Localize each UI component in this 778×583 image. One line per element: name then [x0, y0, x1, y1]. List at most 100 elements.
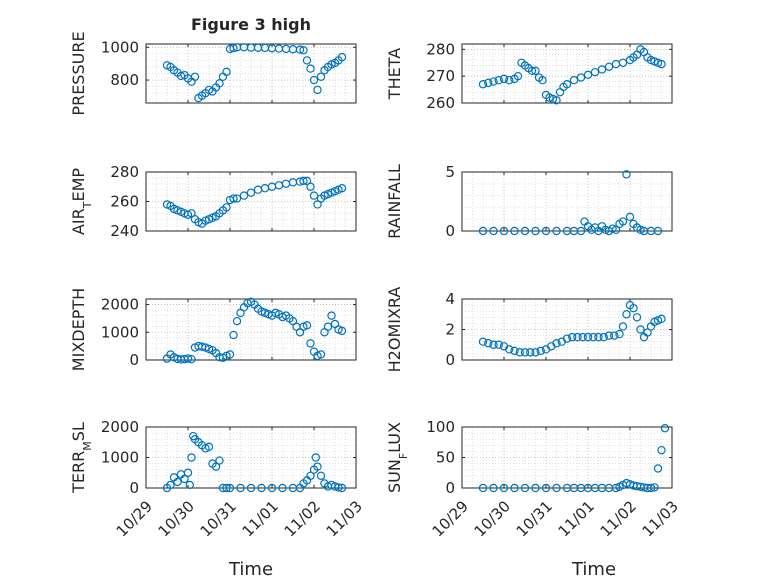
- data-point: [505, 76, 514, 85]
- axes-frame: [145, 298, 357, 361]
- data-point: [311, 453, 320, 462]
- data-point: [499, 74, 509, 84]
- data-point: [531, 66, 540, 76]
- data-point: [578, 332, 587, 342]
- data-point: [337, 326, 347, 336]
- data-point: [660, 424, 670, 433]
- data-point: [185, 480, 194, 490]
- data-point: [478, 226, 488, 236]
- x-axis-label-left: Time: [228, 559, 273, 580]
- data-point: [316, 72, 326, 81]
- data-point: [589, 332, 598, 342]
- y-tick-label: 240: [110, 222, 139, 240]
- data-point: [337, 483, 347, 493]
- data-point: [531, 226, 540, 236]
- data-point: [232, 316, 242, 326]
- y-tick-label: 800: [110, 71, 139, 89]
- data-point: [215, 79, 224, 88]
- data-point: [653, 226, 663, 236]
- data-point: [180, 474, 189, 484]
- data-point: [225, 350, 235, 359]
- y-tick-label: 260: [110, 193, 139, 211]
- data-point: [306, 64, 315, 73]
- data-point: [636, 325, 645, 334]
- data-point: [309, 75, 319, 85]
- data-point: [211, 462, 221, 471]
- y-tick-label: 1000: [101, 38, 139, 56]
- data-point: [576, 226, 586, 236]
- data-point: [552, 226, 561, 236]
- y-tick-label: 2: [445, 321, 455, 339]
- data-point: [295, 45, 305, 54]
- data-point: [629, 303, 638, 313]
- data-point: [246, 188, 256, 197]
- data-point: [510, 483, 519, 493]
- data-point: [531, 483, 540, 493]
- data-point: [183, 354, 193, 363]
- data-point: [222, 67, 231, 77]
- data-point: [636, 225, 645, 235]
- data-point: [515, 348, 524, 357]
- data-point: [510, 346, 519, 356]
- data-point: [257, 483, 266, 493]
- data-point: [232, 194, 242, 203]
- data-point: [187, 354, 196, 364]
- data-point: [594, 332, 603, 342]
- data-point: [541, 483, 551, 493]
- data-point: [313, 85, 322, 95]
- data-point: [597, 65, 607, 74]
- data-point: [632, 313, 642, 322]
- data-point: [643, 328, 652, 337]
- data-point: [520, 226, 530, 236]
- data-point: [222, 203, 231, 212]
- data-point: [302, 321, 312, 330]
- data-point: [622, 310, 631, 319]
- y-tick-label: 280: [110, 163, 139, 181]
- data-point: [615, 329, 624, 339]
- data-point: [337, 52, 347, 62]
- data-point: [531, 348, 540, 357]
- data-point: [478, 337, 488, 346]
- data-point: [583, 70, 593, 80]
- data-point: [541, 226, 551, 236]
- data-point: [173, 477, 182, 487]
- data-point: [499, 226, 509, 236]
- y-tick-label: 1000: [101, 323, 139, 341]
- y-axis-label: H2OMIXRA: [385, 287, 404, 373]
- plot-area: [462, 172, 672, 231]
- data-point: [306, 182, 315, 191]
- y-axis-label: AIRTEMP: [69, 168, 94, 235]
- data-point: [618, 58, 628, 67]
- y-axis-label: TERRMSL: [69, 422, 94, 494]
- y-tick-label: 0: [129, 351, 139, 369]
- data-point: [215, 456, 224, 465]
- panel-pressure: 800 1000 PRESSURE: [69, 31, 357, 116]
- data-point: [299, 46, 308, 55]
- data-point: [610, 331, 619, 340]
- data-point: [309, 191, 319, 200]
- data-point: [229, 43, 238, 53]
- y-tick-label: 270: [426, 67, 455, 85]
- data-point: [562, 334, 572, 343]
- panel-h2omixra: 0 2 4 H2OMIXRA: [385, 287, 673, 373]
- data-point: [489, 340, 498, 349]
- data-point: [622, 170, 631, 179]
- panel-air-temp: 240 260 280 AIRTEMP: [69, 163, 357, 240]
- y-tick-label: 280: [426, 40, 455, 58]
- data-point: [608, 224, 617, 233]
- data-point: [527, 66, 537, 76]
- data-point: [183, 468, 193, 477]
- data-point: [618, 217, 628, 226]
- data-point: [513, 71, 523, 81]
- data-point: [489, 226, 498, 236]
- data-point: [313, 462, 322, 471]
- panel-theta: 260 270 280 THETA: [385, 40, 673, 112]
- data-point: [190, 72, 200, 81]
- data-point: [573, 332, 582, 342]
- data-point: [499, 483, 509, 493]
- data-point: [334, 483, 343, 492]
- data-point: [337, 184, 347, 193]
- y-tick-label: 4: [445, 290, 455, 308]
- y-axis-label: PRESSURE: [69, 31, 88, 115]
- data-point: [187, 453, 196, 462]
